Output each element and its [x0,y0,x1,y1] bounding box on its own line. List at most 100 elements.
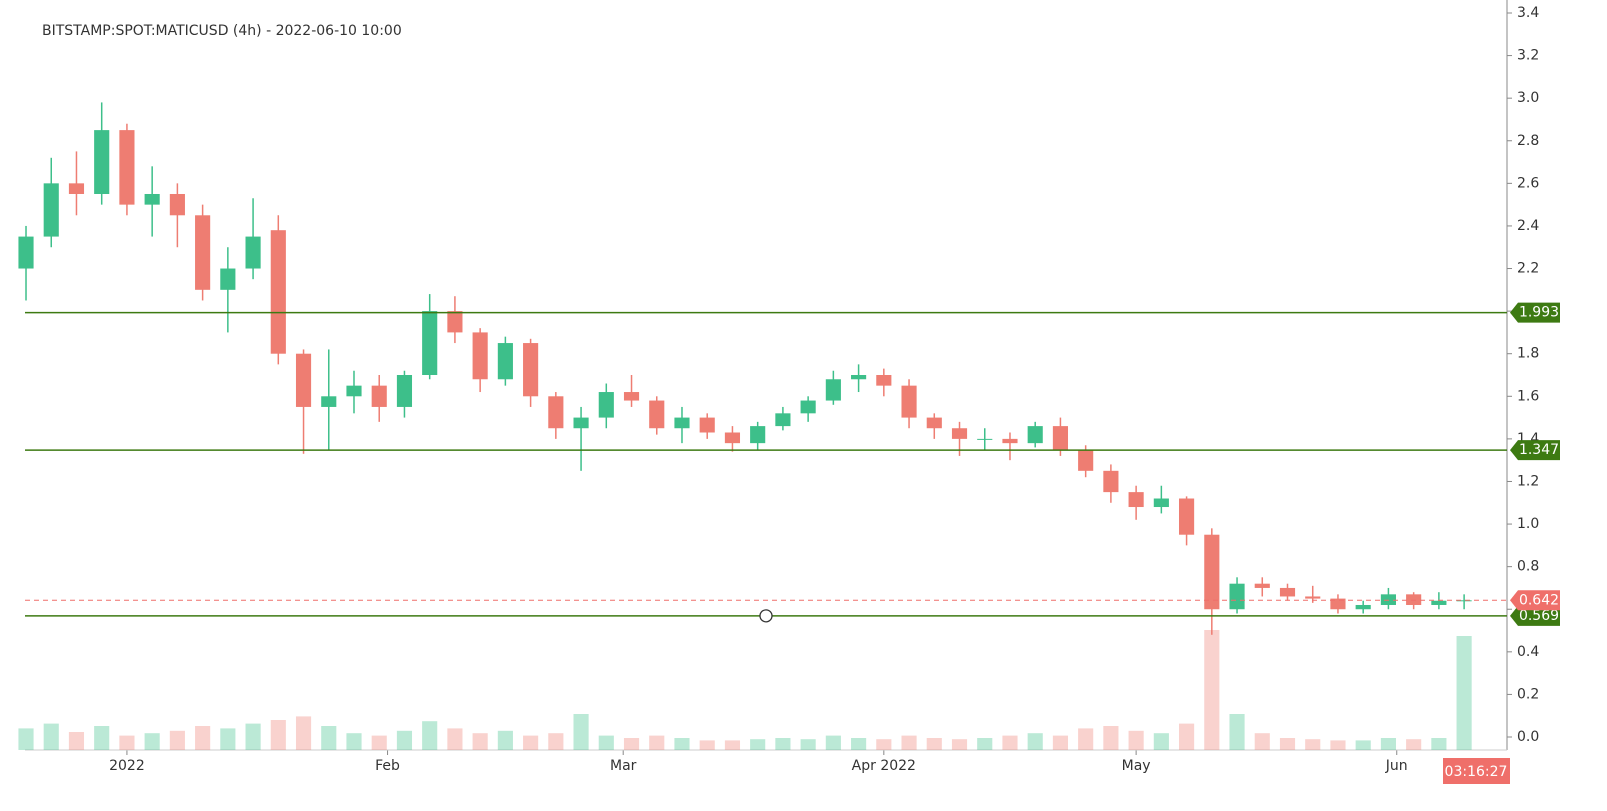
candle-body [346,385,362,397]
candle-body [977,438,993,440]
candle-body [1103,470,1119,493]
volume-bar [1254,733,1270,750]
candle-body [1204,534,1220,610]
volume-bar [598,735,614,750]
candle-body [321,396,337,407]
last-price-tag [1510,590,1560,611]
volume-bar [472,733,488,750]
candle-body [119,130,135,205]
volume-bar [1128,730,1144,750]
y-tick-label: 2.6 [1517,175,1539,191]
level-handle [759,609,773,623]
x-tick-label: Feb [375,758,400,774]
volume-bar [548,733,564,750]
candle-body [245,236,261,269]
volume-bar [724,740,741,750]
volume-bar [674,738,690,750]
volume-bar [623,738,640,750]
candle-body [1305,596,1321,599]
candle-body [1128,492,1144,508]
candle-body [1153,498,1169,508]
countdown-box [1443,758,1510,784]
candle-body [1254,583,1270,588]
volume-bar [851,738,867,750]
volume-bar [422,721,438,750]
volume-bar [699,740,715,750]
candle-body [1355,604,1371,610]
volume-bar [1355,740,1371,750]
volume-bar [346,733,362,750]
volume-bar [295,716,312,750]
candle-body [901,385,917,418]
y-tick-label: 2.2 [1517,261,1539,277]
candle-body [1002,438,1018,444]
x-tick-label: Apr 2022 [852,758,916,774]
candle-body [220,268,236,290]
volume-bar [144,733,160,750]
y-tick-label: 2.8 [1517,133,1539,149]
candle-body [699,417,715,433]
candle-body [876,375,892,386]
volume-bar [1179,723,1195,750]
candle-body [68,183,85,194]
candle-body [43,183,59,237]
volume-bar [977,738,993,750]
countdown: 03:16:27 [1445,764,1508,780]
last-price-label: 0.642 [1519,592,1559,608]
candle-body [548,396,564,429]
candle-body [825,379,841,401]
x-tick-label: 2022 [109,758,145,774]
y-tick-label: 0.4 [1517,644,1539,660]
candle-body [396,375,413,407]
level-tag [1510,440,1560,461]
candle-body [270,230,286,354]
candle-body [1279,587,1296,597]
candle-body [1027,426,1043,444]
volume-bar [800,739,816,750]
volume-bar [195,726,211,750]
volume-bar [1204,630,1220,750]
volume-bar [926,738,942,750]
y-tick-label: 0.0 [1517,729,1539,745]
level-label: 0.569 [1519,608,1559,624]
volume-bar [1305,739,1321,750]
volume-bar [1279,738,1296,750]
volume-bar [523,735,539,750]
candle-body [750,426,766,444]
y-tick-label: 1.2 [1517,473,1539,489]
candle-body [1330,598,1346,610]
volume-bar [649,735,665,750]
candle-body [371,385,387,407]
volume-bar [321,726,337,750]
x-tick-label: Jun [1385,758,1408,774]
volume-bar [1103,726,1119,750]
level-tag [1510,605,1560,626]
volume-bar [169,730,185,750]
volume-bar [1431,738,1447,750]
x-tick-label: Mar [610,758,637,774]
volume-bar [573,714,589,750]
candle-body [1456,600,1472,602]
level-tag [1510,302,1560,323]
volume-bar [270,720,286,750]
candle-body [1406,594,1422,605]
candle-body [649,400,665,429]
candle-body [472,332,488,380]
volume-bar [1406,739,1422,750]
y-tick-label: 1.8 [1517,346,1539,362]
volume-bar [447,728,463,750]
candle-body [422,311,438,375]
x-tick-label: May [1122,758,1151,774]
volume-bar [119,735,135,750]
y-tick-label: 3.4 [1517,5,1539,21]
volume-bar [1027,733,1043,750]
volume-bar [775,738,791,750]
candle-body [1052,426,1069,450]
candle-body [623,392,640,401]
candle-body [1229,583,1245,610]
candle-body [447,311,463,333]
candle-body [144,193,160,205]
candle-body [523,343,539,397]
y-tick-label: 0.8 [1517,559,1539,575]
